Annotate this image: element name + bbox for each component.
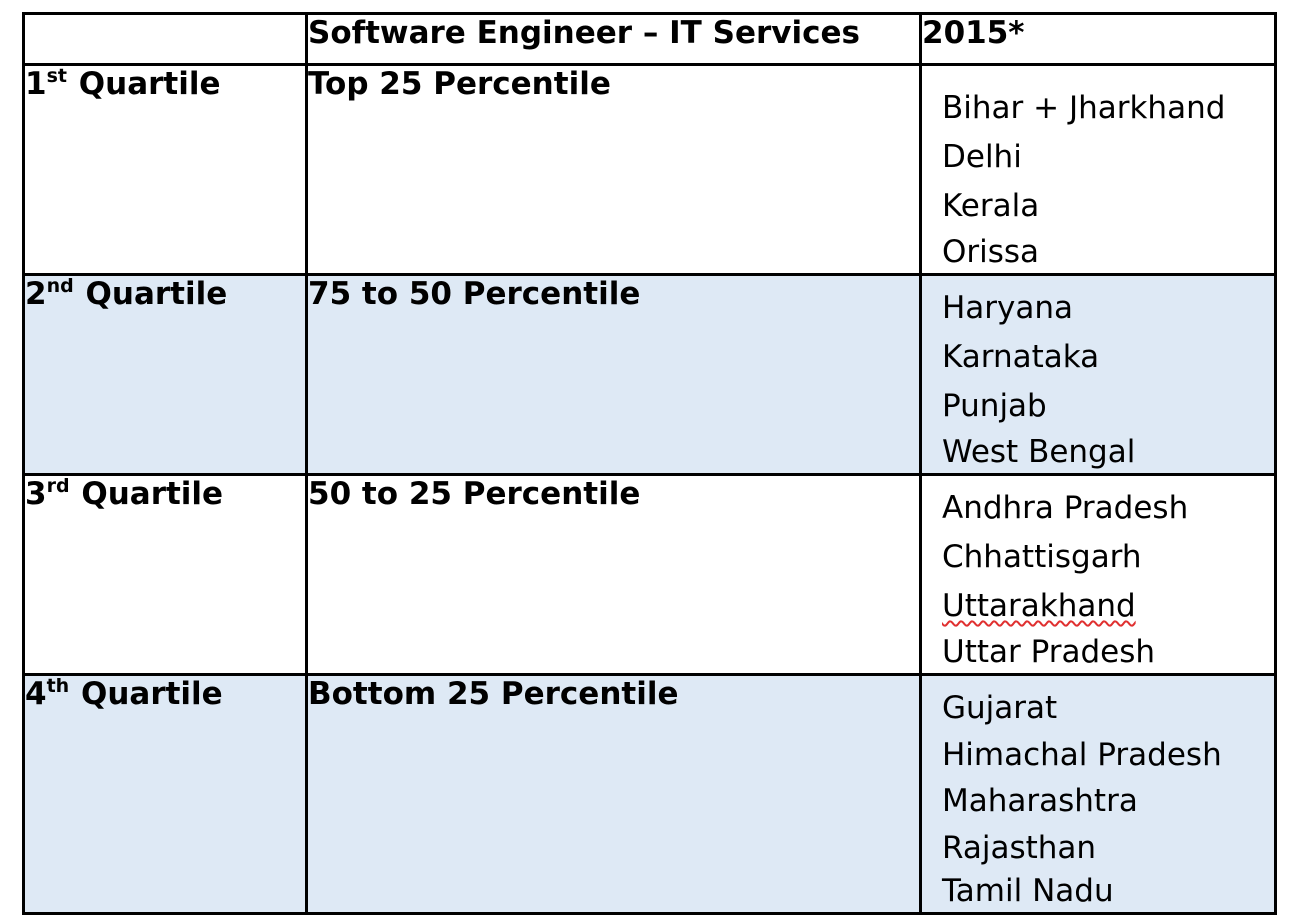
state-item: Uttar Pradesh — [942, 634, 1156, 670]
percentile-label: Bottom 25 Percentile — [305, 673, 922, 915]
misspelled-word[interactable]: Uttarakhand — [942, 588, 1136, 624]
states-cell: Gujarat Himachal Pradesh Maharashtra Raj… — [919, 673, 1277, 915]
table-header-row: Software Engineer – IT Services 2015* — [22, 12, 1277, 66]
header-empty-cell — [22, 12, 308, 66]
states-list: Gujarat Himachal Pradesh Maharashtra Raj… — [922, 676, 1274, 912]
ordinal-suffix: st — [46, 65, 67, 87]
state-item: Delhi — [942, 139, 1022, 175]
state-item: Himachal Pradesh — [942, 737, 1222, 773]
table-row-quartile-2: 2nd Quartile 75 to 50 Percentile Haryana… — [22, 273, 1277, 476]
quartile-table: Software Engineer – IT Services 2015* 1s… — [22, 12, 1277, 915]
states-list: Andhra Pradesh Chhattisgarh Uttarakhand … — [922, 476, 1274, 673]
state-item: Andhra Pradesh — [942, 490, 1189, 526]
percentile-label: Top 25 Percentile — [305, 63, 922, 276]
state-item: Haryana — [942, 290, 1074, 326]
states-list: Bihar + Jharkhand Delhi Kerala Orissa — [922, 66, 1274, 273]
states-list: Haryana Karnataka Punjab West Bengal — [922, 276, 1274, 473]
state-item: Kerala — [942, 188, 1040, 224]
percentile-label: 50 to 25 Percentile — [305, 473, 922, 676]
state-item: Orissa — [942, 234, 1040, 270]
table-row-quartile-3: 3rd Quartile 50 to 25 Percentile Andhra … — [22, 473, 1277, 676]
table-row-quartile-1: 1st Quartile Top 25 Percentile Bihar + J… — [22, 63, 1277, 276]
quartile-word: Quartile — [78, 66, 221, 102]
state-item: Bihar + Jharkhand — [942, 90, 1226, 126]
ordinal-suffix: nd — [46, 275, 74, 297]
quartile-word: Quartile — [80, 676, 223, 712]
quartile-label: 1st Quartile — [22, 63, 308, 276]
ordinal-suffix: th — [46, 675, 70, 697]
quartile-label: 4th Quartile — [22, 673, 308, 915]
quartile-word: Quartile — [85, 276, 228, 312]
state-item: Maharashtra — [942, 783, 1138, 819]
state-item: Chhattisgarh — [942, 539, 1142, 575]
state-item: Karnataka — [942, 339, 1100, 375]
header-role: Software Engineer – IT Services — [305, 12, 922, 66]
quartile-word: Quartile — [81, 476, 224, 512]
ordinal-number: 1 — [25, 66, 47, 102]
state-item: Punjab — [942, 388, 1047, 424]
state-item: Tamil Nadu — [942, 873, 1114, 909]
ordinal-number: 4 — [25, 676, 47, 712]
state-item: West Bengal — [942, 434, 1136, 470]
states-cell: Haryana Karnataka Punjab West Bengal — [919, 273, 1277, 476]
states-cell: Bihar + Jharkhand Delhi Kerala Orissa — [919, 63, 1277, 276]
quartile-label: 2nd Quartile — [22, 273, 308, 476]
state-item: Gujarat — [942, 690, 1058, 726]
ordinal-suffix: rd — [46, 475, 70, 497]
state-item: Uttarakhand — [942, 582, 1274, 631]
states-cell: Andhra Pradesh Chhattisgarh Uttarakhand … — [919, 473, 1277, 676]
quartile-label: 3rd Quartile — [22, 473, 308, 676]
state-item: Rajasthan — [942, 830, 1097, 866]
header-year: 2015* — [919, 12, 1277, 66]
ordinal-number: 3 — [25, 476, 47, 512]
table-row-quartile-4: 4th Quartile Bottom 25 Percentile Gujara… — [22, 673, 1277, 915]
ordinal-number: 2 — [25, 276, 47, 312]
percentile-label: 75 to 50 Percentile — [305, 273, 922, 476]
